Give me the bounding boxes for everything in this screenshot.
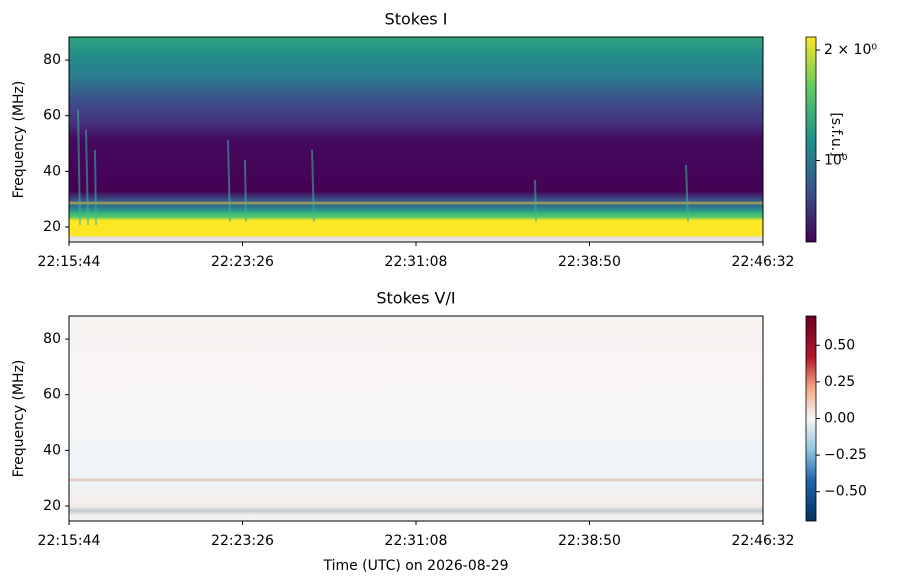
- x-tick-label: 22:31:08: [385, 533, 448, 549]
- x-tick-label: 22:15:44: [38, 254, 101, 270]
- y-tick-label: 60: [43, 108, 61, 124]
- y-tick-label: 80: [43, 52, 61, 68]
- y-tick-label: 40: [43, 163, 61, 179]
- x-tick-label: 22:15:44: [38, 533, 101, 549]
- colorbar: [805, 315, 817, 522]
- x-axis-label: Time (UTC) on 2026-08-29: [322, 558, 508, 574]
- y-tick-label: 20: [43, 498, 61, 514]
- y-axis-label: Frequency (MHz): [11, 360, 27, 478]
- x-tick-label: 22:23:26: [211, 533, 274, 549]
- colorbar-label: [s.f.u.]: [828, 112, 844, 156]
- y-tick-label: 80: [43, 331, 61, 347]
- y-tick-label: 20: [43, 219, 61, 235]
- colorbar-tick-label: 0.50: [824, 337, 855, 353]
- x-tick-label: 22:46:32: [732, 254, 795, 270]
- colorbar-tick-label: 10⁰: [824, 153, 848, 169]
- x-tick-label: 22:38:50: [558, 254, 621, 270]
- spectrogram-image: [69, 316, 763, 521]
- x-tick-label: 22:46:32: [732, 533, 795, 549]
- colorbar-tick-label: 2 × 10⁰: [824, 42, 877, 58]
- colorbar-tick-label: 0.25: [824, 374, 855, 390]
- colorbar-tick-label: −0.25: [824, 447, 867, 463]
- colorbar-tick-label: −0.50: [824, 484, 867, 500]
- x-tick-label: 22:23:26: [211, 254, 274, 270]
- chart-title: Stokes V/I: [376, 289, 455, 308]
- chart-title: Stokes I: [385, 10, 448, 29]
- y-tick-label: 60: [43, 387, 61, 403]
- y-axis-label: Frequency (MHz): [11, 81, 27, 199]
- colorbar: [805, 36, 817, 243]
- spectrogram-image: [69, 37, 763, 242]
- colorbar-tick-label: 0.00: [824, 411, 855, 427]
- x-tick-label: 22:38:50: [558, 533, 621, 549]
- y-tick-label: 40: [43, 442, 61, 458]
- x-tick-label: 22:31:08: [385, 254, 448, 270]
- burst-streaks: [77, 109, 689, 226]
